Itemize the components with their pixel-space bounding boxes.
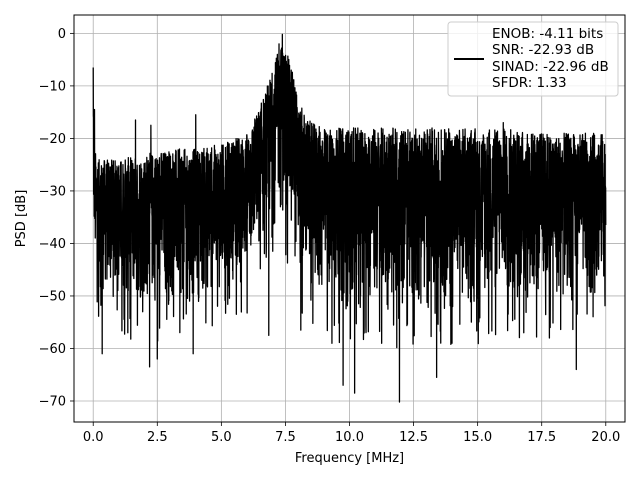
- x-tick-label: 12.5: [399, 430, 428, 445]
- x-tick-label: 0.0: [83, 430, 104, 445]
- x-tick-label: 7.5: [275, 430, 296, 445]
- legend-line-sinad: SINAD: -22.96 dB: [492, 59, 609, 75]
- y-tick-label: −40: [39, 237, 66, 252]
- y-tick-label: −10: [39, 79, 66, 94]
- y-tick-label: −60: [39, 342, 66, 357]
- x-tick-label: 17.5: [527, 430, 556, 445]
- y-tick-label: −50: [39, 289, 66, 304]
- psd-series-line: [92, 33, 607, 403]
- x-tick-label: 5.0: [211, 430, 232, 445]
- x-axis-label: Frequency [MHz]: [295, 451, 404, 466]
- y-tick-label: −70: [39, 394, 66, 409]
- x-tick-label: 20.0: [591, 430, 620, 445]
- y-tick-label: −20: [39, 132, 66, 147]
- legend-box: [447, 21, 619, 97]
- x-tick-label: 15.0: [463, 430, 492, 445]
- y-axis-label: PSD [dB]: [14, 190, 29, 248]
- legend-line-snr: SNR: -22.93 dB: [492, 42, 594, 58]
- y-tick-label: 0: [58, 27, 66, 42]
- y-axis: 0 −10 −20 −30 −40 −50 −60 −70: [39, 27, 74, 409]
- y-tick-label: −30: [39, 184, 66, 199]
- x-tick-label: 10.0: [335, 430, 364, 445]
- legend-line-sfdr: SFDR: 1.33: [492, 75, 567, 91]
- series-layer: [92, 33, 607, 403]
- legend-line-enob: ENOB: -4.11 bits: [492, 26, 603, 42]
- legend: ENOB: -4.11 bits SNR: -22.93 dB SINAD: -…: [447, 21, 619, 97]
- x-tick-label: 2.5: [147, 430, 168, 445]
- x-axis: 0.0 2.5 5.0 7.5 10.0 12.5 15.0 17.5 20.0: [83, 422, 620, 445]
